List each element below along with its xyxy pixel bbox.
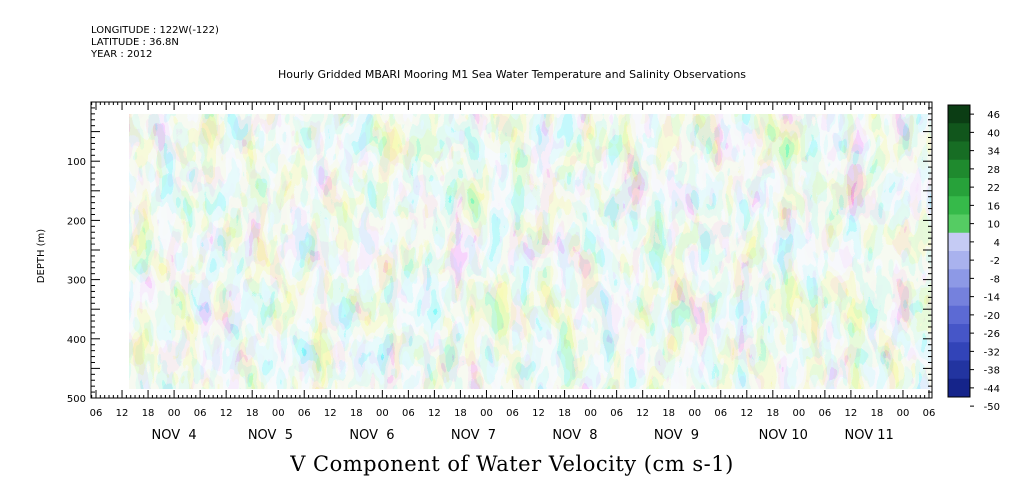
colorbar-label: -38 [984,366,1000,377]
colorbar-band [948,305,970,325]
x-tick-label: 00 [168,408,181,419]
year-label: YEAR : 2012 [91,49,153,60]
x-axis-hour-labels: 06 12 18 00 06 12 18 00 06 12 18 00 06 12 18 00 06 12 18 00… [90,408,936,419]
colorbar-band [948,123,970,142]
x-tick-label: 12 [116,408,129,419]
colorbar-band [948,287,970,307]
y-axis-title: DEPTH (m) [36,229,47,283]
date-label: NOV 7 [451,428,496,443]
y-tick-label: 100 [67,157,86,168]
colorbar: 46 40 34 28 22 16 10 4 -2 -8 -14 -20 -26 -32 -38 -44 -50 [947,104,1000,413]
colorbar-band [948,141,970,161]
x-tick-label: 06 [506,408,519,419]
chart-title: Hourly Gridded MBARI Mooring M1 Sea Wate… [277,68,747,81]
x-tick-label: 00 [897,408,910,419]
colorbar-label: -8 [990,274,1000,285]
x-tick-label: 00 [480,408,493,419]
colorbar-label: -14 [984,293,1000,304]
x-tick-label: 18 [662,408,675,419]
colorbar-label: 22 [987,183,1000,194]
x-tick-label: 18 [558,408,571,419]
x-tick-label: 12 [532,408,545,419]
colorbar-label: 34 [987,147,1000,158]
x-axis-date-labels: NOV 4 NOV 5 NOV 6 NOV 7 NOV 8 NOV 9 NOV 10 NOV … [152,428,894,443]
colorbar-label: 46 [987,110,1000,121]
x-tick-label: 18 [142,408,155,419]
y-axis-tick-labels: 100 200 300 400 500 [67,157,86,405]
date-label: NOV 6 [349,428,394,443]
colorbar-band [948,196,970,215]
colorbar-label: -44 [984,384,1000,395]
y-tick-label: 200 [67,216,86,227]
x-tick-label: 18 [766,408,779,419]
x-tick-label: 06 [819,408,832,419]
x-tick-label: 12 [220,408,233,419]
colorbar-label: -50 [984,402,1000,413]
colorbar-band [948,269,970,288]
plot-axes [90,101,933,399]
colorbar-label: -32 [984,347,1000,358]
colorbar-band [948,105,970,124]
x-axis-title: V Component of Water Velocity (cm s-1) [290,452,734,476]
colorbar-band [948,214,970,234]
x-tick-label: 00 [376,408,389,419]
y-tick-label: 500 [67,394,86,405]
x-tick-label: 12 [740,408,753,419]
x-tick-label: 00 [584,408,597,419]
x-tick-label: 00 [688,408,701,419]
heatmap-texture [129,114,931,389]
x-tick-label: 12 [428,408,441,419]
date-label: NOV 8 [552,428,597,443]
longitude-label: LONGITUDE : 122W(-122) [91,25,219,36]
x-tick-label: 12 [636,408,649,419]
x-tick-label: 18 [246,408,259,419]
colorbar-band [948,159,970,179]
colorbar-label: -20 [984,311,1000,322]
colorbar-band [948,232,970,252]
colorbar-label: 10 [987,220,1000,231]
colorbar-label: 40 [987,128,1000,139]
colorbar-frame [947,104,971,398]
x-tick-label: 00 [792,408,805,419]
colorbar-label: -2 [990,256,1000,267]
x-tick-label: 06 [298,408,311,419]
y-tick-label: 400 [67,335,86,346]
colorbar-band [948,324,970,343]
x-tick-label: 06 [714,408,727,419]
colorbar-label: -26 [984,329,1000,340]
x-tick-label: 12 [324,408,337,419]
x-tick-label: 00 [272,408,285,419]
colorbar-label: 4 [994,238,1000,249]
x-tick-label: 06 [402,408,415,419]
date-label: NOV 5 [248,428,293,443]
x-tick-label: 06 [610,408,623,419]
date-label: NOV 9 [654,428,699,443]
x-tick-label: 18 [454,408,467,419]
colorbar-band [948,378,970,398]
x-tick-label: 18 [350,408,363,419]
x-tick-label: 06 [90,408,103,419]
colorbar-band [948,360,970,380]
colorbar-label: 28 [987,165,1000,176]
date-label: NOV 11 [844,428,893,443]
x-tick-label: 18 [871,408,884,419]
x-tick-label: 06 [194,408,207,419]
colorbar-label: 16 [987,201,1000,212]
colorbar-band [948,178,970,197]
x-tick-label: 12 [845,408,858,419]
latitude-label: LATITUDE : 36.8N [91,37,179,48]
colorbar-band [948,342,970,361]
date-label: NOV 10 [759,428,808,443]
x-tick-label: 06 [923,408,936,419]
date-label: NOV 4 [152,428,197,443]
colorbar-band [948,251,970,270]
y-tick-label: 300 [67,276,86,287]
